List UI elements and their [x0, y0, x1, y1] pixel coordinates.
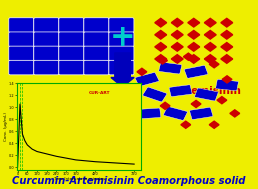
FancyBboxPatch shape [195, 88, 218, 101]
FancyBboxPatch shape [109, 32, 134, 46]
FancyBboxPatch shape [84, 46, 109, 61]
FancyBboxPatch shape [9, 18, 34, 32]
FancyBboxPatch shape [34, 32, 59, 46]
FancyBboxPatch shape [163, 106, 188, 120]
FancyBboxPatch shape [159, 62, 182, 74]
FancyBboxPatch shape [135, 72, 159, 86]
FancyBboxPatch shape [34, 60, 59, 75]
Polygon shape [221, 55, 233, 63]
Text: Curcumin-Artemisinin Coamorphous solid: Curcumin-Artemisinin Coamorphous solid [12, 177, 246, 186]
Polygon shape [158, 57, 167, 64]
Polygon shape [217, 97, 227, 104]
FancyBboxPatch shape [9, 32, 34, 46]
Polygon shape [160, 102, 170, 109]
FancyBboxPatch shape [9, 46, 34, 61]
FancyBboxPatch shape [59, 32, 84, 46]
X-axis label: Time Intervals in minutes: Time Intervals in minutes [53, 177, 105, 181]
Polygon shape [221, 18, 233, 27]
Polygon shape [204, 43, 216, 51]
FancyBboxPatch shape [109, 46, 134, 61]
Polygon shape [188, 30, 200, 39]
Polygon shape [209, 61, 219, 68]
Polygon shape [221, 43, 233, 51]
FancyBboxPatch shape [216, 79, 238, 91]
Polygon shape [181, 121, 191, 128]
Text: +: + [110, 23, 135, 52]
Polygon shape [204, 55, 216, 63]
FancyArrow shape [111, 53, 134, 87]
FancyBboxPatch shape [169, 85, 192, 97]
FancyBboxPatch shape [59, 46, 84, 61]
FancyBboxPatch shape [59, 18, 84, 32]
FancyBboxPatch shape [84, 60, 109, 75]
Y-axis label: Conc. (μg/mL): Conc. (μg/mL) [4, 112, 8, 141]
FancyBboxPatch shape [84, 18, 109, 32]
Polygon shape [155, 18, 167, 27]
FancyBboxPatch shape [34, 46, 59, 61]
FancyBboxPatch shape [59, 60, 84, 75]
Polygon shape [155, 55, 167, 63]
Polygon shape [188, 18, 200, 27]
FancyBboxPatch shape [143, 87, 167, 102]
Polygon shape [204, 30, 216, 39]
Polygon shape [222, 76, 232, 83]
Polygon shape [188, 55, 200, 63]
Polygon shape [183, 53, 193, 60]
Polygon shape [137, 68, 147, 75]
Polygon shape [171, 43, 183, 51]
Polygon shape [209, 121, 219, 128]
Polygon shape [191, 100, 201, 108]
Polygon shape [188, 43, 200, 51]
FancyBboxPatch shape [9, 60, 34, 75]
Polygon shape [171, 30, 183, 39]
FancyBboxPatch shape [109, 60, 134, 75]
Text: Curcumin: Curcumin [41, 86, 96, 96]
Polygon shape [155, 43, 167, 51]
Polygon shape [155, 30, 167, 39]
FancyBboxPatch shape [109, 18, 134, 32]
Polygon shape [221, 30, 233, 39]
FancyBboxPatch shape [139, 108, 161, 119]
Polygon shape [171, 18, 183, 27]
FancyBboxPatch shape [34, 18, 59, 32]
Text: Artemisinin: Artemisinin [174, 86, 242, 96]
FancyBboxPatch shape [184, 65, 208, 78]
Polygon shape [204, 18, 216, 27]
FancyBboxPatch shape [84, 32, 109, 46]
FancyBboxPatch shape [190, 107, 213, 119]
Polygon shape [230, 110, 240, 117]
Polygon shape [171, 55, 183, 63]
Text: CUR-ART: CUR-ART [88, 91, 110, 94]
